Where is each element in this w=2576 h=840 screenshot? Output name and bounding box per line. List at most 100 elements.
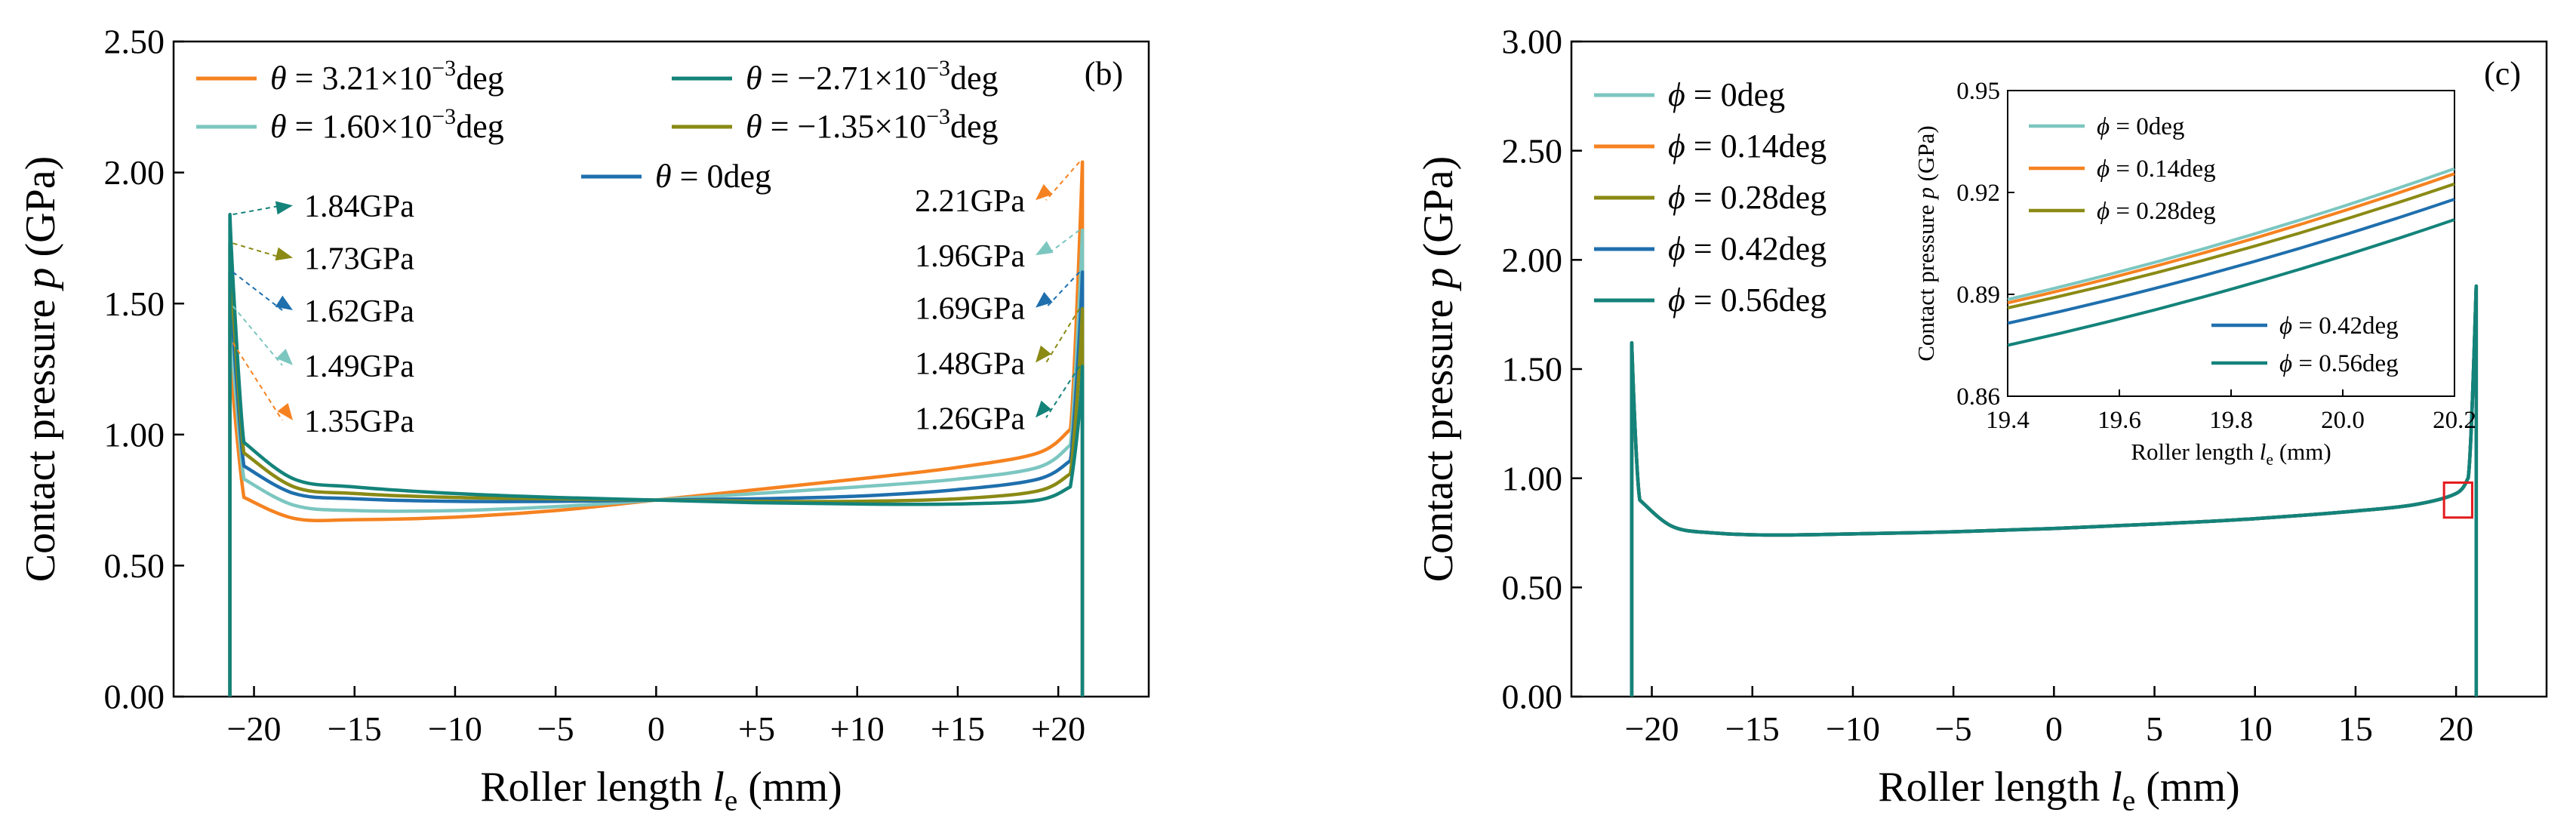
annotation-label: 1.62GPa [304, 294, 414, 329]
y-axis-label: Contact pressure p (GPa) [1913, 125, 1939, 362]
legend-symbol: θ [655, 158, 672, 195]
x-axis-label-variable: l [2110, 764, 2122, 811]
series-line [228, 270, 1085, 697]
y-axis-label-text: Contact pressure [17, 288, 64, 582]
legend-value: = 0.14deg [2110, 155, 2216, 183]
legend-symbol: ϕ [1668, 230, 1685, 267]
legend-entry: ϕ = 0.42deg [2279, 312, 2399, 340]
legend-entry: θ = −1.35×10−3deg [746, 104, 999, 145]
legend-entry: ϕ = 0.14deg [2097, 155, 2216, 183]
x-axis-label-unit: (mm) [2273, 438, 2331, 465]
x-tick-label: −10 [1826, 709, 1880, 748]
panel-label: (b) [1085, 55, 1123, 92]
legend-symbol: θ [270, 60, 287, 97]
y-axis-label-variable: p [1913, 187, 1939, 201]
annotation-label: 1.26GPa [915, 402, 1025, 436]
annotation-label: 1.49GPa [304, 349, 414, 384]
annotation-arrowhead [275, 201, 293, 215]
legend-symbol: ϕ [1668, 282, 1685, 318]
panel-c-axes: −20 −15 −10 −5 0 5 10 15 20 0.00 0.50 1.00 1.50 2.00 2… [1415, 23, 2548, 817]
legend-value: = 0.42deg [2292, 312, 2399, 340]
inset-series-line [2007, 167, 2455, 301]
panel-b-axes: −20 −15 −10 −5 0 +5 +10 +15 +20 0.00 0.50 1.00 1.50 2… [17, 23, 1150, 817]
x-tick-label: −15 [1725, 709, 1780, 748]
annotation-label: 1.96GPa [915, 239, 1025, 274]
x-tick-label: 19.4 [1986, 407, 2030, 434]
legend-symbol: θ [746, 108, 762, 145]
legend-symbol: ϕ [2097, 155, 2110, 183]
annotation-leader [232, 342, 283, 421]
annotation-label: 1.84GPa [304, 189, 414, 224]
x-tick-label: +5 [738, 709, 775, 748]
y-tick-label: 0.00 [1502, 678, 1563, 716]
x-axis-label-subscript: e [2266, 451, 2273, 469]
legend-value: = 0 [672, 158, 724, 195]
legend-entry: θ = 0deg [655, 158, 771, 195]
inset-series-line [2007, 198, 2455, 325]
y-axis-label-text: Contact pressure [1415, 288, 1462, 582]
legend-unit: deg [950, 60, 999, 97]
legend-exponent: −3 [926, 56, 950, 81]
x-tick-label: 19.6 [2097, 407, 2141, 434]
y-tick-label: 2.50 [104, 23, 165, 61]
legend-value: = 3.21×10 [287, 60, 432, 97]
x-axis-label-text: Roller length [1878, 764, 2110, 811]
y-tick-label: 1.00 [104, 415, 165, 454]
y-tick-label: 0.86 [1956, 383, 2000, 411]
x-tick-label: 19.8 [2209, 407, 2253, 434]
y-tick-label: 2.00 [1502, 241, 1563, 279]
y-tick-label: 2.00 [104, 153, 165, 192]
x-tick-label: 10 [2238, 709, 2273, 748]
x-tick-label: −5 [537, 709, 574, 748]
x-axis-label: Roller length le (mm) [2131, 438, 2331, 469]
zoom-highlight-box [2442, 481, 2473, 519]
annotation-leader [1045, 308, 1080, 363]
panel-b-annotations-right: 2.21GPa 1.96GPa 1.69GPa 1.48GPa 1.26GPa [915, 162, 1080, 436]
x-tick-label: 5 [2146, 709, 2163, 748]
annotation-arrowhead [1036, 241, 1054, 256]
x-tick-label: 20 [2439, 709, 2473, 748]
legend-symbol: ϕ [2279, 312, 2292, 340]
annotation-label: 1.48GPa [915, 346, 1025, 381]
y-axis-label-variable: p [1415, 267, 1462, 291]
x-tick-label: −20 [227, 709, 282, 748]
legend-entry: ϕ = 0.28deg [2097, 198, 2216, 225]
y-axis-label-variable: p [17, 267, 64, 291]
legend-value: = 0.56deg [1685, 282, 1827, 318]
y-axis-label-unit: (GPa) [1913, 125, 1939, 187]
y-tick-label: 0.50 [1502, 568, 1563, 607]
x-tick-label: −15 [328, 709, 382, 748]
legend-unit: deg [723, 158, 771, 195]
y-tick-label: 0.89 [1956, 282, 2000, 309]
y-tick-label: 0.92 [1956, 180, 2000, 207]
annotation-leader [232, 271, 283, 311]
y-tick-label: 0.50 [104, 546, 165, 585]
x-tick-label: 0 [648, 709, 665, 748]
inset-series-line [2007, 218, 2455, 347]
legend-symbol: θ [746, 60, 762, 97]
y-tick-label: 1.50 [1502, 350, 1563, 389]
y-tick-label: 3.00 [1502, 23, 1563, 61]
panel-c-curves [1630, 284, 2479, 697]
y-axis-label: Contact pressure p (GPa) [1415, 156, 1462, 583]
inset-series-line [2007, 172, 2455, 305]
annotation-arrowhead [1036, 184, 1053, 201]
panel-b-plot-frame [172, 40, 1150, 698]
x-axis-label-unit: (mm) [2135, 764, 2239, 811]
legend-exponent: −3 [432, 56, 456, 81]
annotation-arrowhead [276, 349, 293, 365]
legend-exponent: −3 [926, 104, 950, 129]
legend-unit: deg [456, 108, 504, 145]
x-tick-label: +15 [931, 709, 985, 748]
legend-entry: θ = 1.60×10−3deg [270, 104, 504, 145]
annotation-arrowhead [1036, 345, 1051, 363]
legend-entry: ϕ = 0deg [1668, 76, 1785, 113]
legend-entry: ϕ = 0.42deg [1668, 230, 1827, 267]
legend-value: = 0.42deg [1685, 230, 1827, 267]
legend-value: = 0.14deg [1685, 128, 1827, 165]
annotation-arrowhead [277, 403, 293, 420]
